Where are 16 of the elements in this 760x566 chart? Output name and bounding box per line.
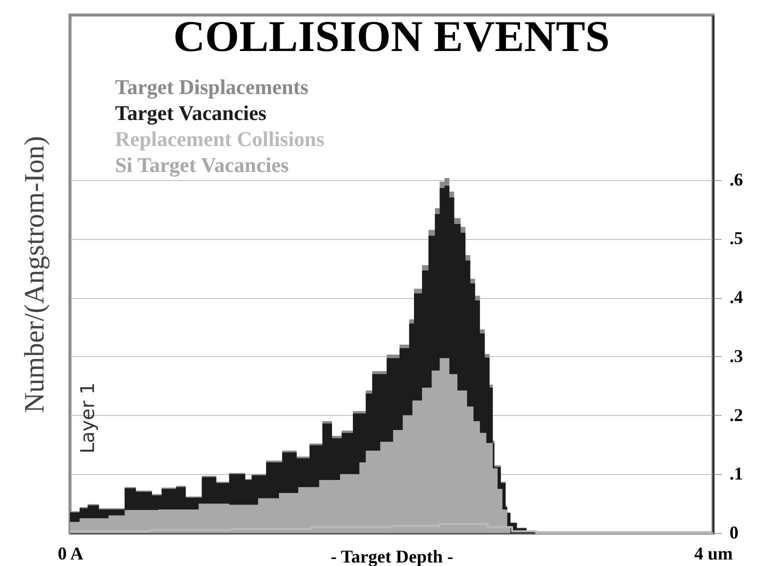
x-tick-label: 4 um — [694, 544, 733, 564]
y-tick-label: 0 — [730, 522, 738, 542]
text: Target Displacements — [115, 75, 308, 99]
y-tick-label: .5 — [730, 228, 743, 248]
y-tick-label: .2 — [730, 404, 743, 425]
chart-title: COLLISION EVENTS — [173, 12, 610, 61]
text: Si Target Vacancies — [115, 153, 289, 177]
y-tick-label: .3 — [730, 346, 743, 366]
annotation: Layer 1 — [77, 382, 99, 454]
text: Target Vacancies — [115, 101, 266, 125]
y-tick-label: .6 — [730, 169, 743, 190]
y-tick-label: .4 — [730, 287, 743, 308]
text: Replacement Collisions — [115, 127, 324, 151]
y-tick-label: .1 — [730, 464, 743, 484]
x-tick-label: 0 A — [58, 544, 84, 564]
y-axis-title: Number/(Angstrom-Ion) — [20, 136, 50, 413]
